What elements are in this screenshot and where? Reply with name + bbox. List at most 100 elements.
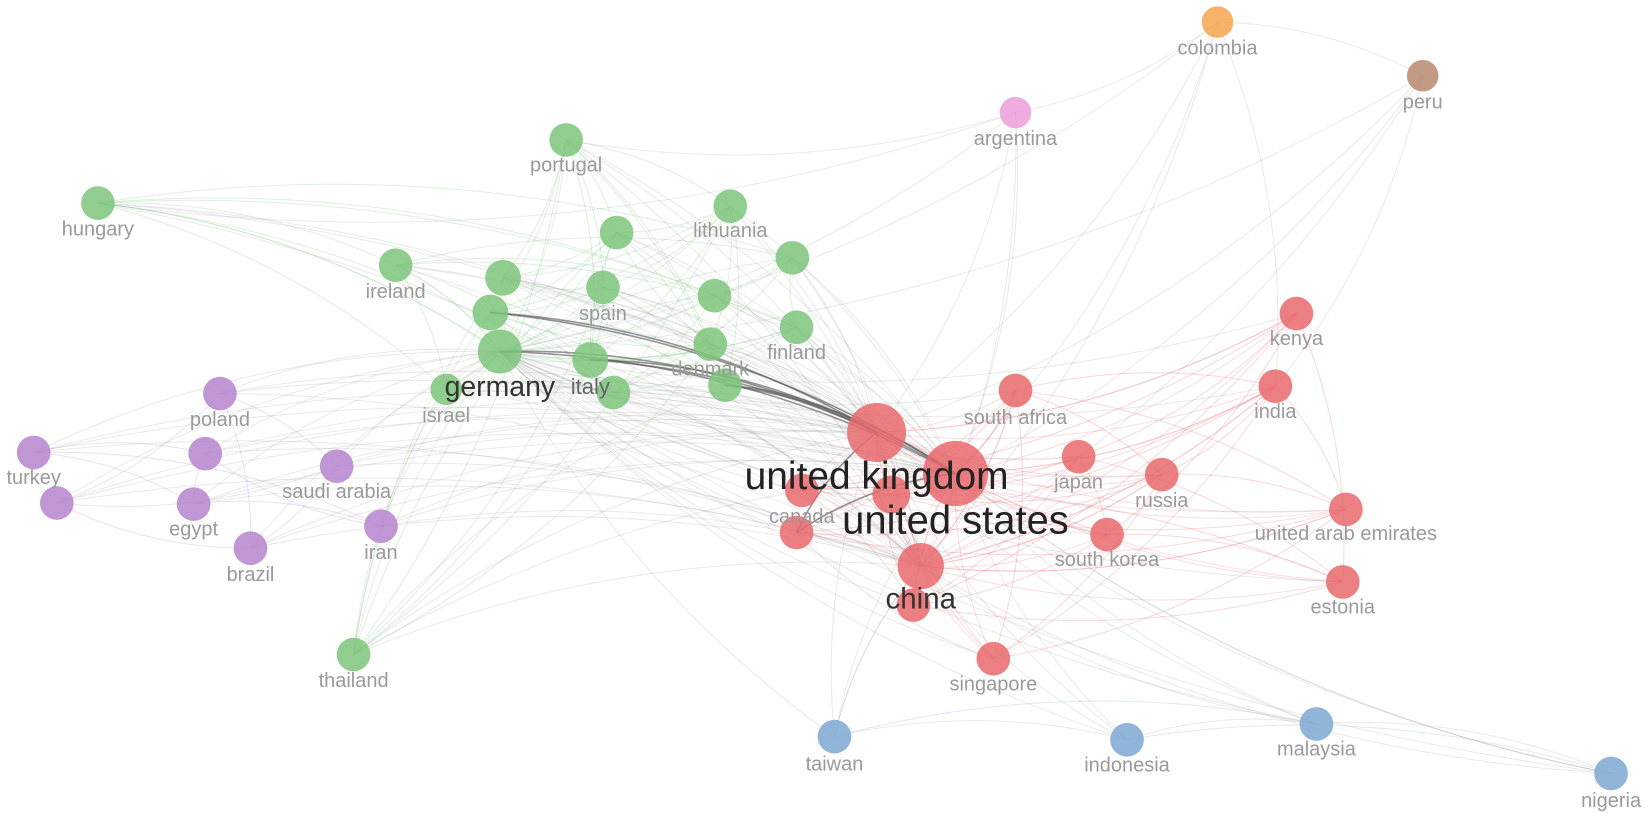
- edge: [920, 474, 1163, 567]
- node: [233, 531, 268, 566]
- node: [81, 186, 115, 220]
- edge: [1316, 721, 1612, 774]
- node-label: lithuania: [693, 220, 768, 242]
- edge: [616, 232, 711, 345]
- edge: [565, 139, 595, 360]
- edge: [1106, 313, 1297, 535]
- node: [1201, 6, 1234, 38]
- edge: [353, 287, 604, 655]
- edge: [97, 202, 396, 266]
- node-label: nigeria: [1581, 790, 1642, 812]
- node-label: hungary: [62, 219, 134, 241]
- edge: [33, 406, 956, 475]
- edge: [566, 139, 731, 207]
- edge: [1015, 372, 1276, 391]
- edge: [613, 326, 797, 394]
- edge: [1295, 313, 1345, 582]
- edge: [590, 359, 922, 567]
- edge: [499, 326, 797, 360]
- edge: [97, 183, 793, 259]
- node: [1594, 756, 1628, 791]
- edge: [499, 351, 1079, 460]
- edge: [499, 75, 1423, 352]
- node: [472, 294, 509, 331]
- node: [897, 542, 944, 590]
- edge: [920, 385, 1276, 567]
- edge: [876, 432, 1612, 774]
- edge: [499, 351, 1343, 583]
- edge: [502, 205, 731, 279]
- edge: [920, 385, 1276, 567]
- edge: [590, 206, 731, 361]
- edge: [602, 286, 877, 433]
- edge: [955, 385, 1276, 475]
- edge: [445, 295, 715, 390]
- edge: [446, 388, 922, 567]
- edge: [613, 389, 877, 433]
- edge: [955, 385, 1276, 475]
- node: [572, 341, 609, 378]
- edge: [97, 112, 1016, 223]
- node: [364, 509, 398, 543]
- edge: [602, 286, 922, 567]
- edge: [336, 462, 921, 567]
- edge: [499, 351, 994, 660]
- edge: [219, 393, 921, 567]
- node-label: germany: [445, 371, 556, 403]
- node: [998, 373, 1033, 408]
- node: [319, 449, 354, 484]
- node-label: russia: [1135, 490, 1189, 512]
- node: [693, 327, 728, 361]
- node-label: finland: [767, 342, 826, 364]
- node: [1061, 439, 1096, 474]
- node: [485, 259, 521, 296]
- node-label: china: [886, 583, 957, 616]
- node: [336, 637, 371, 672]
- edge: [446, 380, 614, 393]
- edge: [833, 565, 922, 737]
- edge: [205, 417, 956, 475]
- edge: [920, 565, 1128, 741]
- edge: [380, 351, 501, 527]
- edge: [219, 370, 877, 433]
- edge: [395, 264, 922, 567]
- edge: [796, 390, 1016, 533]
- node-label: canada: [769, 506, 835, 528]
- edge: [499, 112, 1016, 352]
- node: [1279, 296, 1314, 331]
- node: [999, 96, 1032, 129]
- edge: [499, 351, 914, 606]
- edge: [380, 510, 921, 567]
- edge: [499, 351, 892, 496]
- edge: [590, 359, 956, 474]
- edge: [250, 430, 877, 549]
- node-label: spain: [579, 303, 627, 325]
- node: [708, 368, 742, 402]
- edge: [834, 720, 1128, 741]
- edge: [250, 515, 921, 567]
- node: [922, 440, 989, 507]
- edge: [490, 312, 922, 567]
- edge: [204, 350, 500, 454]
- edge: [876, 21, 1218, 433]
- edge: [193, 500, 382, 527]
- node-label: united arab emirates: [1255, 523, 1437, 545]
- edge: [876, 385, 1276, 440]
- edge: [955, 473, 1317, 725]
- node: [188, 436, 223, 471]
- edge: [353, 343, 711, 655]
- node-label: italy: [571, 374, 610, 399]
- edge: [1274, 75, 1424, 387]
- node: [713, 189, 748, 224]
- node: [378, 248, 413, 283]
- node: [549, 123, 583, 157]
- edge: [710, 343, 956, 474]
- edge: [353, 384, 726, 655]
- edge: [97, 202, 501, 352]
- edge: [876, 313, 1297, 433]
- edge: [97, 197, 715, 297]
- edge: [97, 202, 447, 390]
- edge: [250, 459, 956, 549]
- edge: [955, 21, 1218, 474]
- node-label: peru: [1403, 91, 1443, 113]
